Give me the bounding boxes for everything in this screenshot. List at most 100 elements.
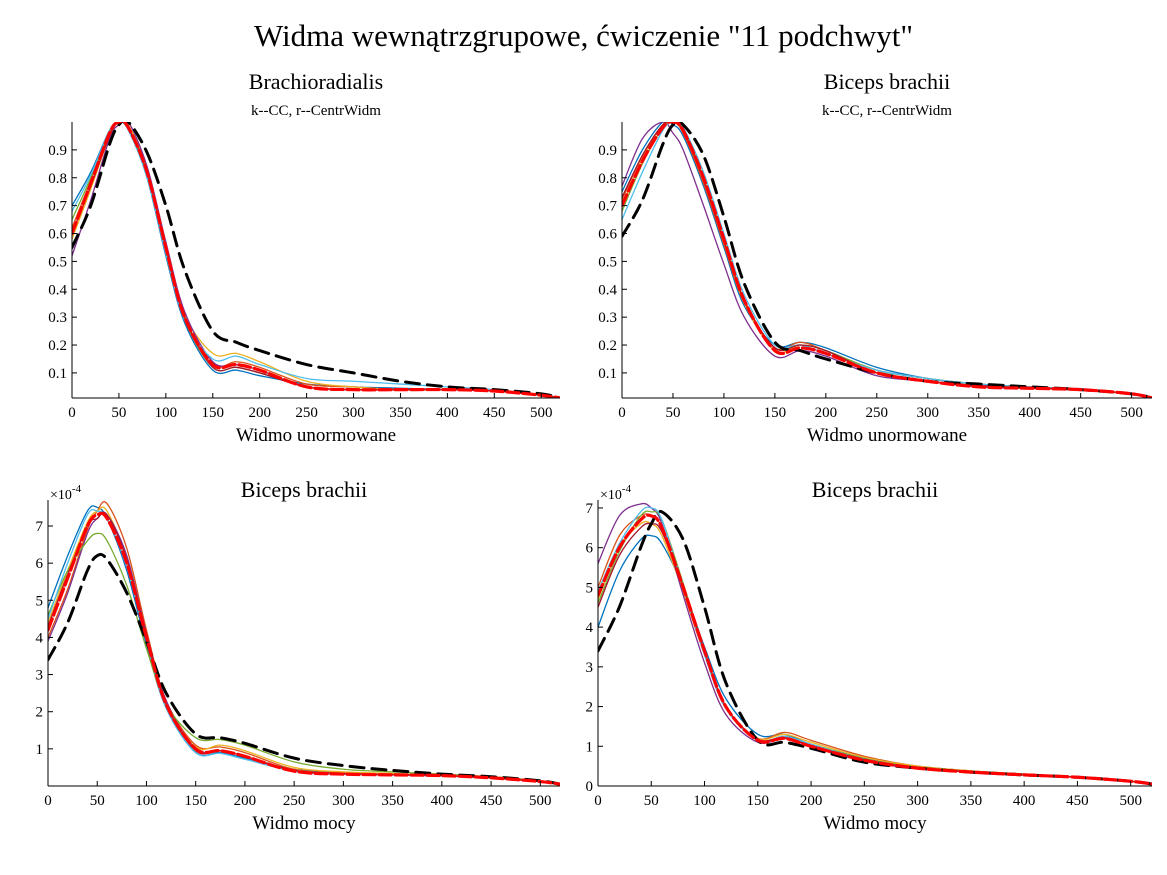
subplot-2: Biceps brachii k--CC, r--CentrWidm 0 50 100 1… — [598, 69, 1152, 446]
series-line — [598, 522, 1152, 785]
x-tick-label: 150 — [202, 405, 225, 421]
x-tick-label: 250 — [295, 405, 318, 421]
centr-series-line — [622, 122, 1152, 398]
x-tick-label: 350 — [381, 793, 404, 809]
y-tick-label: 4 — [586, 620, 594, 636]
series-line — [72, 122, 560, 398]
x-tick-label: 250 — [853, 793, 876, 809]
series-line — [598, 534, 1152, 785]
series-line — [598, 520, 1152, 785]
series-line — [622, 122, 1152, 398]
y-tick-label: 0.1 — [48, 366, 67, 382]
x-tick-label: 400 — [436, 405, 459, 421]
axis-exponent: ×10-4 — [600, 483, 632, 503]
x-tick-label: 450 — [480, 793, 503, 809]
series-line — [48, 501, 560, 785]
centr-series-line — [72, 122, 560, 398]
y-tick-label: 1 — [36, 742, 44, 758]
subplot-subtitle: k--CC, r--CentrWidm — [822, 103, 952, 119]
cc-series-line — [598, 509, 1152, 786]
y-tick-label: 6 — [36, 556, 44, 572]
x-tick-label: 0 — [618, 405, 626, 421]
x-tick-label: 50 — [111, 405, 126, 421]
series-line — [622, 122, 1152, 398]
y-tick-label: 0.7 — [598, 199, 617, 215]
y-tick-label: 1 — [586, 739, 594, 755]
y-tick-label: 4 — [36, 630, 44, 646]
series-line — [622, 122, 1152, 398]
x-tick-label: 250 — [866, 405, 889, 421]
series-line — [48, 505, 560, 785]
y-tick-label: 0.8 — [48, 171, 67, 187]
plot-lines — [622, 122, 1152, 398]
x-tick-label: 50 — [90, 793, 105, 809]
y-tick-label: 0.2 — [598, 338, 617, 354]
x-tick-label: 200 — [815, 405, 838, 421]
x-tick-label: 0 — [594, 793, 602, 809]
y-tick-label: 3 — [36, 668, 44, 684]
x-tick-label: 150 — [184, 793, 207, 809]
y-tick-label: 0.2 — [48, 338, 67, 354]
x-tick-label: 400 — [1013, 793, 1036, 809]
cc-series-line — [622, 122, 1152, 398]
centr-series-line — [598, 513, 1152, 786]
y-tick-label: 0.4 — [48, 282, 67, 298]
series-line — [622, 122, 1152, 398]
subplot-title: Brachioradialis — [249, 69, 383, 94]
x-tick-label: 450 — [483, 405, 506, 421]
series-line — [598, 510, 1152, 785]
y-tick-label: 0.3 — [598, 310, 617, 326]
x-tick-label: 0 — [68, 405, 76, 421]
y-tick-label: 0.5 — [598, 254, 617, 270]
x-tick-label: 200 — [234, 793, 257, 809]
x-tick-label: 150 — [764, 405, 787, 421]
x-tick-label: 200 — [248, 405, 271, 421]
series-line — [598, 502, 1152, 785]
y-tick-label: 3 — [586, 660, 594, 676]
cc-series-line — [72, 122, 560, 398]
figure-title: Widma wewnątrzgrupowe, ćwiczenie "11 pod… — [253, 18, 914, 53]
series-line — [622, 122, 1152, 398]
subplot-1: Brachioradialis k--CC, r--CentrWidm 0 50 100… — [48, 69, 560, 446]
subplot-title: Biceps brachii — [241, 477, 367, 502]
cc-series-line — [48, 552, 560, 786]
y-tick-label: 0.6 — [598, 227, 617, 243]
centr-series-line — [48, 511, 560, 786]
y-tick-label: 0.9 — [598, 143, 617, 159]
x-tick-label: 300 — [906, 793, 929, 809]
x-axis-label: Widmo mocy — [252, 813, 356, 834]
x-tick-label: 350 — [389, 405, 412, 421]
x-tick-label: 500 — [530, 405, 553, 421]
x-tick-label: 300 — [332, 793, 355, 809]
x-tick-label: 50 — [644, 793, 659, 809]
series-line — [48, 532, 560, 785]
subplot-3: Biceps brachii×10-40 50 100 150 200 250 300 350… — [36, 477, 560, 834]
subplot-4: Biceps brachii×10-40 50 100 150 200 250 300 350… — [586, 477, 1152, 834]
y-tick-label: 0.3 — [48, 310, 67, 326]
plot-lines — [72, 122, 560, 398]
x-tick-label: 200 — [800, 793, 823, 809]
y-tick-label: 0.9 — [48, 143, 67, 159]
x-tick-label: 400 — [1018, 405, 1041, 421]
x-tick-label: 100 — [713, 405, 736, 421]
y-tick-label: 2 — [36, 705, 44, 721]
x-tick-label: 300 — [917, 405, 940, 421]
x-tick-label: 350 — [960, 793, 983, 809]
x-tick-label: 100 — [155, 405, 178, 421]
x-tick-label: 400 — [431, 793, 454, 809]
y-tick-label: 5 — [586, 580, 594, 596]
y-tick-label: 5 — [36, 593, 44, 609]
x-tick-label: 100 — [135, 793, 158, 809]
x-tick-label: 0 — [44, 793, 52, 809]
plot-lines — [48, 501, 560, 786]
x-tick-label: 300 — [342, 405, 365, 421]
series-line — [622, 122, 1152, 398]
x-tick-label: 50 — [665, 405, 680, 421]
axis-exponent: ×10-4 — [50, 483, 82, 503]
subplot-title: Biceps brachii — [824, 69, 950, 94]
x-axis-label: Widmo unormowane — [236, 425, 396, 446]
y-tick-label: 0.4 — [598, 282, 617, 298]
y-tick-label: 0.1 — [598, 366, 617, 382]
series-line — [598, 513, 1152, 785]
